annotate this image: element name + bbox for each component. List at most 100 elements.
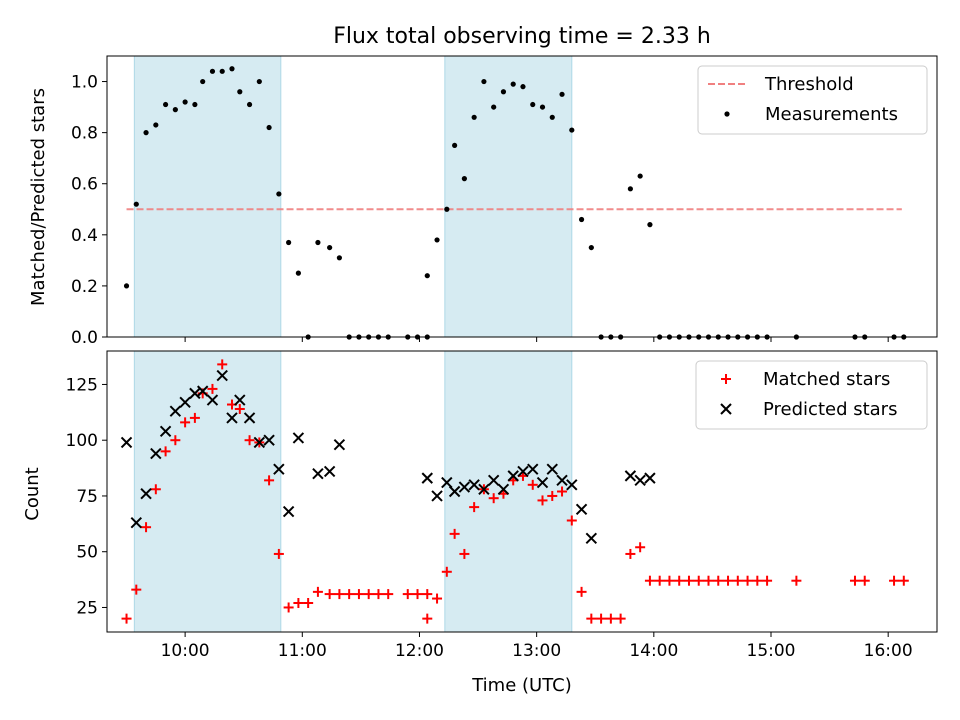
predicted-star-point bbox=[448, 485, 461, 498]
matched-star-point bbox=[334, 589, 345, 600]
predicted-star-point bbox=[292, 432, 305, 444]
matched-star-point bbox=[353, 589, 364, 600]
matched-star-point bbox=[422, 613, 433, 624]
observing-window-1 bbox=[133, 55, 282, 338]
measurement-point bbox=[481, 78, 487, 85]
matched-star-point bbox=[344, 589, 355, 600]
matched-star-point bbox=[412, 589, 423, 600]
predicted-star-point bbox=[159, 425, 172, 437]
matched-star-point bbox=[576, 586, 587, 597]
matched-star-point bbox=[488, 493, 499, 504]
matched-star-point bbox=[762, 575, 773, 586]
x-tick-label: 13:00 bbox=[512, 641, 561, 661]
matched-star-point bbox=[121, 613, 132, 624]
measurement-point bbox=[209, 68, 216, 74]
matched-star-point bbox=[293, 598, 304, 609]
predicted-star-point bbox=[179, 396, 191, 409]
predicted-star-point bbox=[120, 436, 133, 449]
y-tick-label: 0.2 bbox=[71, 277, 98, 297]
measurement-point bbox=[627, 186, 633, 192]
predicted-star-point bbox=[273, 463, 285, 475]
measurement-point bbox=[276, 191, 282, 197]
matched-star-point bbox=[547, 490, 558, 501]
x-tick-label: 11:00 bbox=[278, 641, 327, 661]
predicted-star-point bbox=[497, 483, 510, 495]
x-tick-label: 16:00 bbox=[864, 641, 913, 661]
measurement-point bbox=[315, 239, 321, 246]
matched-star-point bbox=[141, 522, 152, 533]
matched-star-point bbox=[683, 575, 694, 586]
matched-star-point bbox=[586, 613, 597, 624]
matched-star-point bbox=[244, 435, 255, 446]
x-tick-label: 14:00 bbox=[629, 641, 678, 661]
matched-star-point bbox=[664, 575, 675, 586]
measurement-point bbox=[637, 173, 643, 179]
measurement-point bbox=[530, 101, 536, 108]
predicted-star-point bbox=[478, 483, 490, 495]
y-tick-label: 1.0 bbox=[71, 73, 98, 93]
measurement-point bbox=[444, 206, 450, 212]
legend-predicted-swatch bbox=[720, 403, 732, 415]
measurement-point bbox=[578, 216, 585, 223]
measurement-point bbox=[434, 237, 440, 243]
measurement-point bbox=[237, 89, 243, 95]
x-tick-label: 10:00 bbox=[161, 641, 210, 661]
predicted-star-point bbox=[196, 385, 209, 397]
predicted-star-point bbox=[624, 470, 637, 482]
predicted-star-point bbox=[333, 438, 346, 451]
matched-star-point bbox=[312, 586, 323, 597]
predicted-star-point bbox=[644, 472, 656, 484]
measurement-point bbox=[471, 114, 477, 120]
matched-star-point bbox=[160, 446, 171, 457]
y-tick-label: 25 bbox=[76, 598, 98, 618]
matched-star-point bbox=[732, 575, 743, 586]
measurement-point bbox=[256, 78, 262, 85]
predicted-star-point bbox=[323, 465, 336, 478]
ratio-panel-frame bbox=[106, 55, 938, 338]
predicted-star-point bbox=[226, 412, 238, 424]
predicted-star-point bbox=[150, 447, 162, 460]
matched-star-point bbox=[703, 575, 714, 586]
matched-star-point bbox=[849, 575, 860, 586]
predicted-star-point bbox=[441, 476, 453, 489]
predicted-star-point bbox=[140, 488, 152, 500]
measurement-point bbox=[452, 142, 458, 149]
predicted-star-point bbox=[312, 467, 324, 480]
matched-star-point bbox=[605, 613, 616, 624]
measurement-point bbox=[336, 255, 342, 261]
measurement-point bbox=[647, 222, 653, 228]
measurement-point bbox=[520, 84, 526, 90]
matched-star-point bbox=[383, 589, 394, 600]
matched-star-point bbox=[441, 566, 452, 577]
measurement-point bbox=[192, 101, 198, 108]
predicted-star-point bbox=[536, 476, 549, 489]
matched-star-point bbox=[693, 575, 704, 586]
matched-star-point bbox=[752, 575, 763, 586]
measurement-point bbox=[461, 176, 467, 182]
measurement-point bbox=[200, 78, 206, 85]
predicted-star-point bbox=[421, 472, 433, 484]
matched-star-point bbox=[635, 542, 646, 553]
observing-window-1 bbox=[133, 350, 282, 633]
matched-star-point bbox=[273, 548, 284, 559]
legend-matched-swatch bbox=[721, 374, 731, 384]
ratio-panel: 0.0 0.2 0.4 0.6 0.8 1.0 Flux total observing … bbox=[28, 24, 938, 348]
measurement-point bbox=[510, 81, 516, 87]
matched-star-point bbox=[170, 435, 181, 446]
measurement-point bbox=[153, 122, 159, 128]
measurement-point bbox=[500, 89, 507, 95]
matched-star-point bbox=[264, 475, 275, 486]
predicted-star-point bbox=[169, 405, 182, 417]
matched-star-point bbox=[217, 359, 228, 370]
predicted-star-point bbox=[546, 463, 558, 475]
matched-star-point bbox=[674, 575, 685, 586]
chart-title: Flux total observing time = 2.33 h bbox=[333, 24, 711, 49]
legend-measurement-swatch bbox=[724, 111, 730, 117]
predicted-star-point bbox=[566, 479, 578, 491]
measurement-point bbox=[182, 99, 188, 105]
matched-star-point bbox=[207, 383, 218, 394]
legend-label: Matched stars bbox=[763, 369, 890, 390]
y-tick-label: 100 bbox=[66, 431, 98, 451]
measurement-point bbox=[229, 66, 235, 72]
y-tick-label: 50 bbox=[76, 543, 98, 563]
